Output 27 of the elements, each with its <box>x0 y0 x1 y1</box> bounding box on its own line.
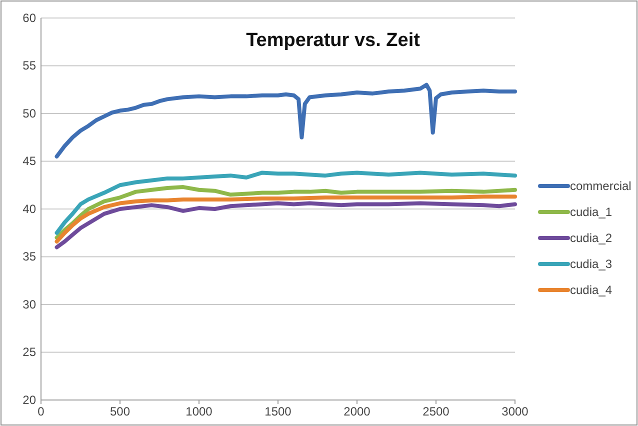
x-tick-label: 3000 <box>502 404 529 419</box>
legend-label: cudia_2 <box>570 231 612 245</box>
y-tick-label: 50 <box>22 106 36 120</box>
y-tick-label: 40 <box>22 202 36 216</box>
x-tick-label: 1000 <box>186 404 213 419</box>
legend-label: cudia_3 <box>570 257 612 271</box>
y-tick-label: 45 <box>22 154 36 168</box>
y-tick-label: 60 <box>22 10 36 25</box>
x-tick-label: 2000 <box>344 404 371 419</box>
legend-label: cudia_4 <box>570 283 612 297</box>
line-series <box>54 170 517 235</box>
legend-label: cudia_1 <box>570 205 612 219</box>
text: Temperatur vs. Zeit <box>246 30 421 51</box>
x-tick-label: 1500 <box>264 404 292 419</box>
y-tick-label: 20 <box>22 392 36 407</box>
line-series <box>54 201 517 250</box>
legend-label: commercial <box>570 179 632 193</box>
y-tick-label: 55 <box>22 58 36 73</box>
y-tick-label: 30 <box>22 297 36 312</box>
y-tick-label: 25 <box>22 345 36 360</box>
x-tick-label: 0 <box>38 404 45 419</box>
x-tick-label: 500 <box>110 404 130 419</box>
line-series <box>54 82 517 158</box>
x-tick-label: 2500 <box>422 404 450 419</box>
y-tick-label: 35 <box>22 250 36 264</box>
line-series <box>54 194 517 244</box>
line-series <box>54 185 517 240</box>
